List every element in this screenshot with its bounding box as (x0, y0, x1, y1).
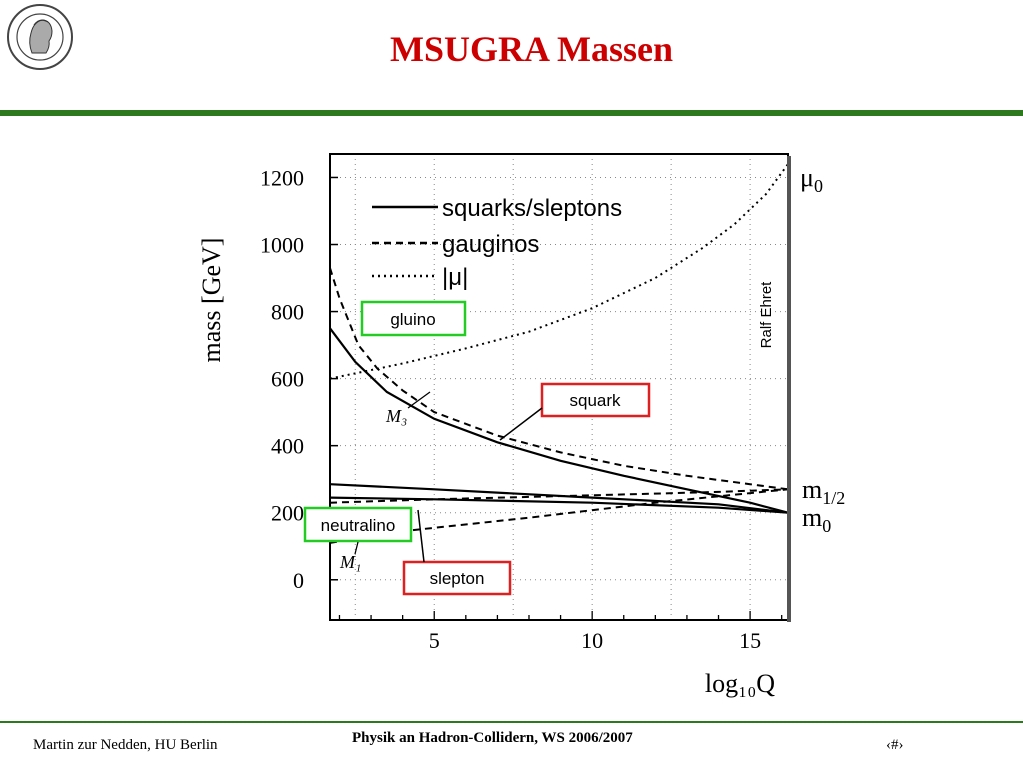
neutralino-label: neutralino (321, 516, 396, 535)
legend-label-squarks-sleptons: squarks/sleptons (442, 195, 622, 222)
squark-label: squark (569, 391, 621, 410)
m1-pointer (354, 541, 359, 555)
y-tick-label-800: 800 (271, 300, 304, 325)
slepton-label: slepton (430, 569, 485, 588)
m1-label: M₁ (339, 552, 361, 572)
m3-label: M₃ (385, 406, 407, 426)
y-axis-label: mass [GeV] (197, 238, 226, 363)
series-line-1-dashed (329, 267, 789, 491)
y-tick-label-200: 200 (271, 501, 304, 526)
y-tick-label-600: 600 (271, 367, 304, 392)
right-label-m0: m0 (802, 503, 831, 536)
msugra-mass-chart: 0 200 400 600 800 1000 1200 5 10 15 mass [GeV] lo… (197, 153, 845, 698)
y-tick-label-0: 0 (293, 568, 304, 593)
annotations: gluino squark neutralino slepton M₃ M₁ (303, 300, 651, 596)
series-line-2-solid (329, 483, 789, 514)
y-tick-label-1200: 1200 (260, 165, 304, 190)
legend: squarks/sleptons gauginos |μ| (372, 195, 622, 291)
gluino-label: gluino (390, 310, 435, 329)
chart-ticks: 0 200 400 600 800 1000 1200 5 10 15 (260, 165, 783, 653)
x-tick-label-15: 15 (739, 628, 761, 653)
y-tick-label-1000: 1000 (260, 233, 304, 258)
plot-frame-shadow (787, 156, 791, 622)
squark-pointer (499, 407, 543, 441)
right-labels: μ0 m1/2 m0 (800, 163, 845, 536)
header-divider (0, 110, 1023, 116)
series-line-0-solid (329, 327, 789, 514)
watermark-ralf-ehret: Ralf Ehret (758, 281, 775, 349)
slepton-pointer (417, 509, 425, 563)
university-seal-logo (7, 4, 73, 70)
slepton-box (402, 560, 512, 596)
y-tick-label-400: 400 (271, 434, 304, 459)
m3-pointer (407, 391, 431, 409)
footer-page-number: ‹#› (886, 737, 904, 753)
x-tick-label-5: 5 (429, 628, 440, 653)
slide-title: MSUGRA Massen (389, 29, 673, 69)
series-line-4-dashed (329, 488, 789, 504)
legend-label-mu: |μ| (442, 264, 468, 291)
right-label-mu0: μ0 (800, 163, 823, 196)
series-line-6-dotted (329, 163, 789, 380)
right-label-m-half: m1/2 (802, 475, 845, 508)
series-line-3-solid (329, 496, 789, 514)
gluino-box (360, 300, 467, 337)
x-tick-label-10: 10 (581, 628, 603, 653)
footer-course: Physik an Hadron-Collidern, WS 2006/2007 (352, 730, 633, 746)
legend-label-gauginos: gauginos (442, 231, 539, 258)
footer-divider (0, 721, 1023, 723)
neutralino-box (303, 506, 413, 543)
squark-box (540, 382, 651, 418)
footer-author: Martin zur Nedden, HU Berlin (33, 737, 218, 753)
x-axis-label: log₁₀Q (705, 669, 775, 698)
